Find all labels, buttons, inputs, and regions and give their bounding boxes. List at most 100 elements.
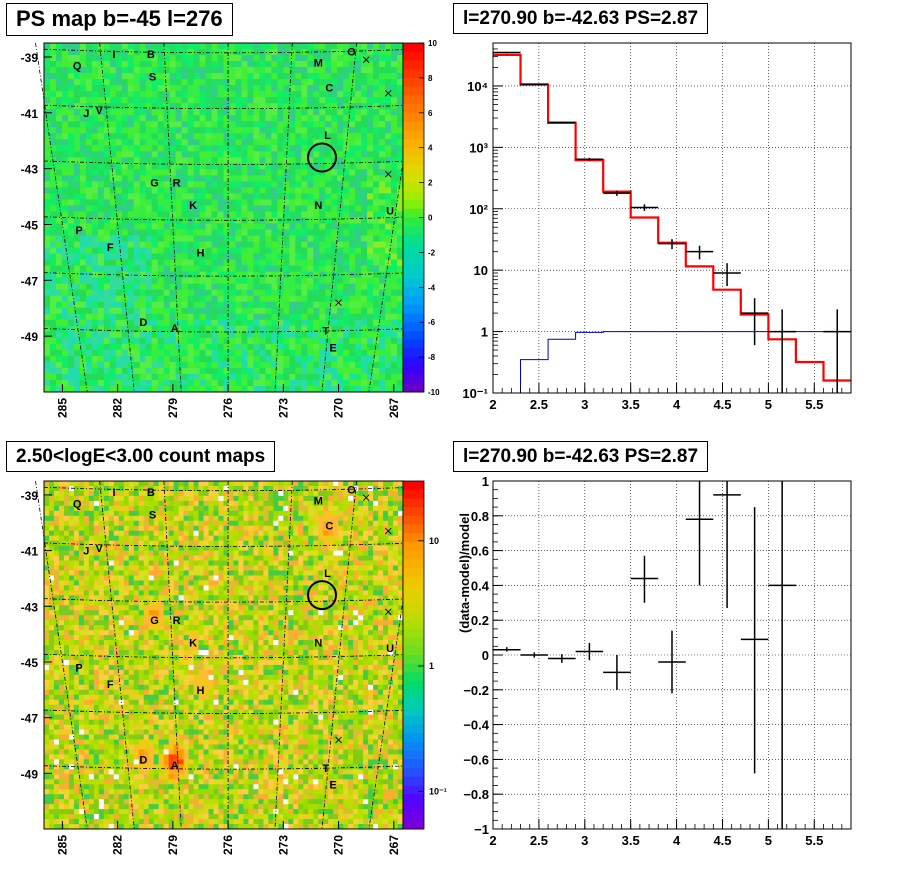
heatmap-cell	[187, 187, 194, 194]
heatmap-cell	[278, 550, 284, 556]
heatmap-cell	[115, 277, 123, 285]
heatmap-cell	[91, 379, 99, 387]
heatmap-cell	[277, 349, 284, 357]
colorbar-segment	[403, 51, 424, 61]
heatmap-cell	[263, 540, 269, 547]
heatmap-cell	[218, 550, 224, 556]
heatmap-cell	[109, 181, 117, 188]
heatmap-cell	[205, 235, 212, 242]
heatmap-cell	[157, 349, 165, 357]
heatmap-cell	[205, 175, 212, 182]
heatmap-cell	[361, 175, 368, 182]
heatmap-cell	[213, 535, 219, 542]
heatmap-cell	[228, 530, 234, 537]
heatmap-cell	[178, 545, 185, 551]
heatmap-cell	[175, 199, 183, 206]
heatmap-cell	[343, 217, 350, 224]
heatmap-cell	[88, 545, 95, 551]
heatmap-cell	[289, 241, 296, 248]
heatmap-cell	[79, 175, 87, 182]
heatmap-cell	[183, 540, 189, 547]
heatmap-cell	[169, 265, 177, 273]
heatmap-cell	[379, 121, 386, 128]
heatmap-cell	[175, 307, 183, 315]
heatmap-cell	[319, 151, 326, 158]
heatmap-cell	[393, 550, 399, 556]
heatmap-cell	[49, 223, 57, 230]
heatmap-cell	[393, 525, 399, 532]
heatmap-cell	[55, 109, 63, 116]
heatmap-cell	[211, 115, 218, 122]
heatmap-cell	[349, 319, 356, 327]
heatmap-cell	[115, 313, 123, 321]
heatmap-cell	[61, 115, 69, 122]
heatmap-cell	[373, 85, 380, 92]
heatmap-cell	[188, 505, 194, 512]
heatmap-cell	[73, 169, 81, 176]
heatmap-cell	[133, 43, 141, 50]
heatmap-cell	[133, 550, 140, 556]
heatmap-cell	[151, 307, 159, 315]
heatmap-cell	[289, 259, 296, 267]
heatmap-cell	[44, 193, 51, 200]
heatmap-cell	[343, 295, 350, 303]
heatmap-cell	[295, 85, 302, 92]
heatmap-cell	[241, 229, 248, 236]
heatmap-cell	[271, 283, 278, 291]
heatmap-cell	[55, 97, 63, 104]
heatmap-cell	[265, 331, 272, 339]
heatmap-cell	[318, 510, 324, 517]
heatmap-cell	[113, 530, 120, 537]
heatmap-cell	[193, 73, 200, 80]
heatmap-cell	[271, 271, 278, 279]
heatmap-cell	[343, 505, 349, 512]
heatmap-cell	[103, 307, 111, 315]
heatmap-cell	[313, 355, 320, 363]
x-tick-label: 2.5	[530, 397, 548, 412]
heatmap-cell	[268, 520, 274, 527]
heatmap-cell	[213, 520, 219, 527]
heatmap-cell	[213, 515, 219, 522]
colorbar-tick-label: 0	[428, 214, 433, 223]
heatmap-cell	[181, 247, 188, 255]
heatmap-cell	[193, 193, 200, 200]
heatmap-cell	[393, 555, 399, 561]
heatmap-cell	[373, 481, 379, 487]
heatmap-cell	[88, 495, 95, 502]
heatmap-cell	[223, 373, 230, 381]
heatmap-cell	[181, 49, 188, 56]
heatmap-cell	[259, 355, 266, 363]
heatmap-cell	[187, 97, 194, 104]
heatmap-cell	[88, 525, 95, 532]
heatmap-cell	[295, 379, 302, 387]
heatmap-cell	[373, 485, 379, 492]
heatmap-cell	[385, 193, 392, 200]
heatmap-cell	[337, 163, 344, 170]
heatmap-cell	[211, 85, 218, 92]
heatmap-cell	[293, 530, 299, 537]
heatmap-cell	[115, 157, 123, 164]
heatmap-cell	[169, 55, 177, 62]
heatmap-cell	[391, 277, 398, 285]
heatmap-cell	[61, 103, 69, 110]
heatmap-cell	[247, 61, 254, 68]
heatmap-cell	[199, 193, 206, 200]
heatmap-cell	[247, 247, 254, 255]
heatmap-cell	[97, 337, 105, 345]
heatmap-cell	[301, 355, 308, 363]
heatmap-cell	[349, 199, 356, 206]
heatmap-cell	[203, 520, 209, 527]
heatmap-cell	[139, 319, 147, 327]
heatmap-cell	[368, 560, 374, 566]
heatmap-cell	[55, 373, 63, 381]
heatmap-cell	[139, 67, 147, 74]
heatmap-cell	[193, 343, 200, 351]
heatmap-cell	[307, 355, 314, 363]
heatmap-cell	[121, 103, 129, 110]
heatmap-cell	[303, 560, 309, 566]
heatmap-cell	[331, 307, 338, 315]
heatmap-cell	[44, 367, 51, 375]
heatmap-cell	[193, 349, 200, 357]
heatmap-cell	[199, 325, 206, 333]
heatmap-cell	[378, 520, 384, 527]
